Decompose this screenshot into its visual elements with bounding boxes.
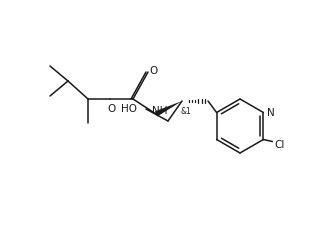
Text: O: O [107,104,115,114]
Text: N: N [267,107,274,117]
Text: HO: HO [121,104,137,114]
Text: &1: &1 [180,107,191,116]
Text: NH: NH [152,106,168,115]
Text: O: O [149,66,157,76]
Polygon shape [155,101,182,117]
Text: Cl: Cl [274,139,284,149]
